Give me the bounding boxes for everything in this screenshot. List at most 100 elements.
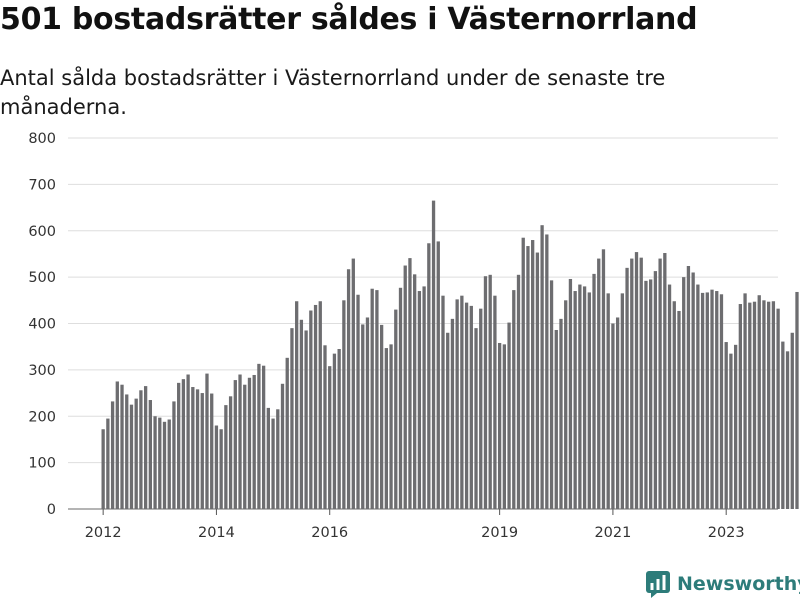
bar (516, 274, 521, 509)
bar (625, 267, 629, 509)
bar (243, 384, 247, 509)
bar (101, 429, 105, 509)
bar (738, 304, 742, 509)
bar (663, 253, 667, 509)
bar (582, 286, 587, 509)
bar (139, 390, 143, 509)
bar (346, 269, 351, 509)
bar (615, 317, 620, 509)
x-tick-label: 2016 (311, 525, 348, 541)
bar (290, 328, 294, 509)
bar-chart: 0 100 200 300 400 500 600 700 800 2012 2014 2016 201… (28, 131, 799, 541)
bar (573, 291, 577, 509)
y-tick-label: 600 (28, 224, 56, 240)
bar (771, 301, 776, 509)
bar (172, 401, 176, 509)
bar (370, 288, 374, 509)
bar (384, 348, 388, 509)
bar (181, 379, 186, 509)
bar (653, 271, 658, 509)
bar (719, 294, 724, 509)
bar (535, 252, 540, 510)
bar (247, 377, 252, 509)
bar (479, 308, 483, 509)
bar (431, 200, 436, 510)
y-tick-label: 800 (28, 131, 56, 147)
x-tick-label: 2012 (85, 525, 122, 541)
bar (186, 374, 190, 509)
bar (620, 293, 624, 509)
bar (379, 324, 384, 509)
bar (512, 290, 516, 509)
bar (464, 302, 469, 509)
bar (356, 294, 360, 509)
bar (785, 351, 790, 509)
bar (545, 234, 549, 509)
bar (191, 387, 195, 509)
bar (375, 290, 379, 509)
bar (455, 299, 459, 509)
bar (601, 249, 606, 510)
bar (531, 240, 535, 509)
bar (715, 291, 719, 509)
bar (649, 279, 653, 509)
bar (597, 258, 601, 509)
bar (318, 301, 322, 509)
bar (389, 344, 393, 509)
bar (413, 274, 417, 509)
bar (177, 382, 181, 509)
bar (748, 302, 752, 509)
bar (757, 295, 761, 509)
bar (691, 272, 695, 509)
bar (474, 328, 478, 509)
bar (158, 417, 162, 509)
bar (488, 274, 492, 509)
bar (436, 241, 440, 510)
bar (129, 404, 134, 509)
bar (417, 291, 422, 509)
bar (427, 243, 431, 509)
bar (559, 318, 563, 509)
bar (106, 418, 110, 509)
bar (630, 258, 634, 509)
bar (497, 342, 502, 509)
bar (115, 381, 119, 509)
bar (658, 258, 662, 509)
bar (493, 295, 497, 509)
bar (228, 396, 233, 509)
bar (285, 357, 289, 509)
bar (606, 293, 610, 509)
bar (134, 398, 138, 509)
bar (143, 386, 148, 509)
bar (611, 323, 615, 509)
bar (549, 280, 554, 509)
bar (200, 393, 204, 509)
bar (276, 409, 280, 509)
bar (313, 304, 318, 509)
bar (167, 419, 171, 509)
bar (483, 276, 488, 509)
bar (554, 329, 558, 509)
x-tick-label: 2014 (198, 525, 235, 541)
y-tick-label: 400 (28, 317, 56, 333)
bar (153, 416, 157, 509)
x-tick-label: 2019 (481, 525, 518, 541)
y-tick-label: 700 (28, 177, 56, 193)
bar (724, 342, 728, 509)
bar (120, 384, 124, 509)
bar (700, 292, 705, 509)
x-tick-label: 2021 (594, 525, 631, 541)
bar (205, 373, 209, 509)
bar (266, 407, 270, 509)
bar (644, 280, 648, 509)
bar (469, 305, 473, 509)
bar (394, 309, 398, 509)
bar (639, 257, 643, 509)
bar (342, 300, 346, 509)
bar (795, 291, 799, 509)
bar (460, 295, 464, 509)
bar (450, 318, 455, 509)
bar (398, 287, 403, 509)
bar (667, 284, 672, 509)
bar (705, 292, 709, 509)
